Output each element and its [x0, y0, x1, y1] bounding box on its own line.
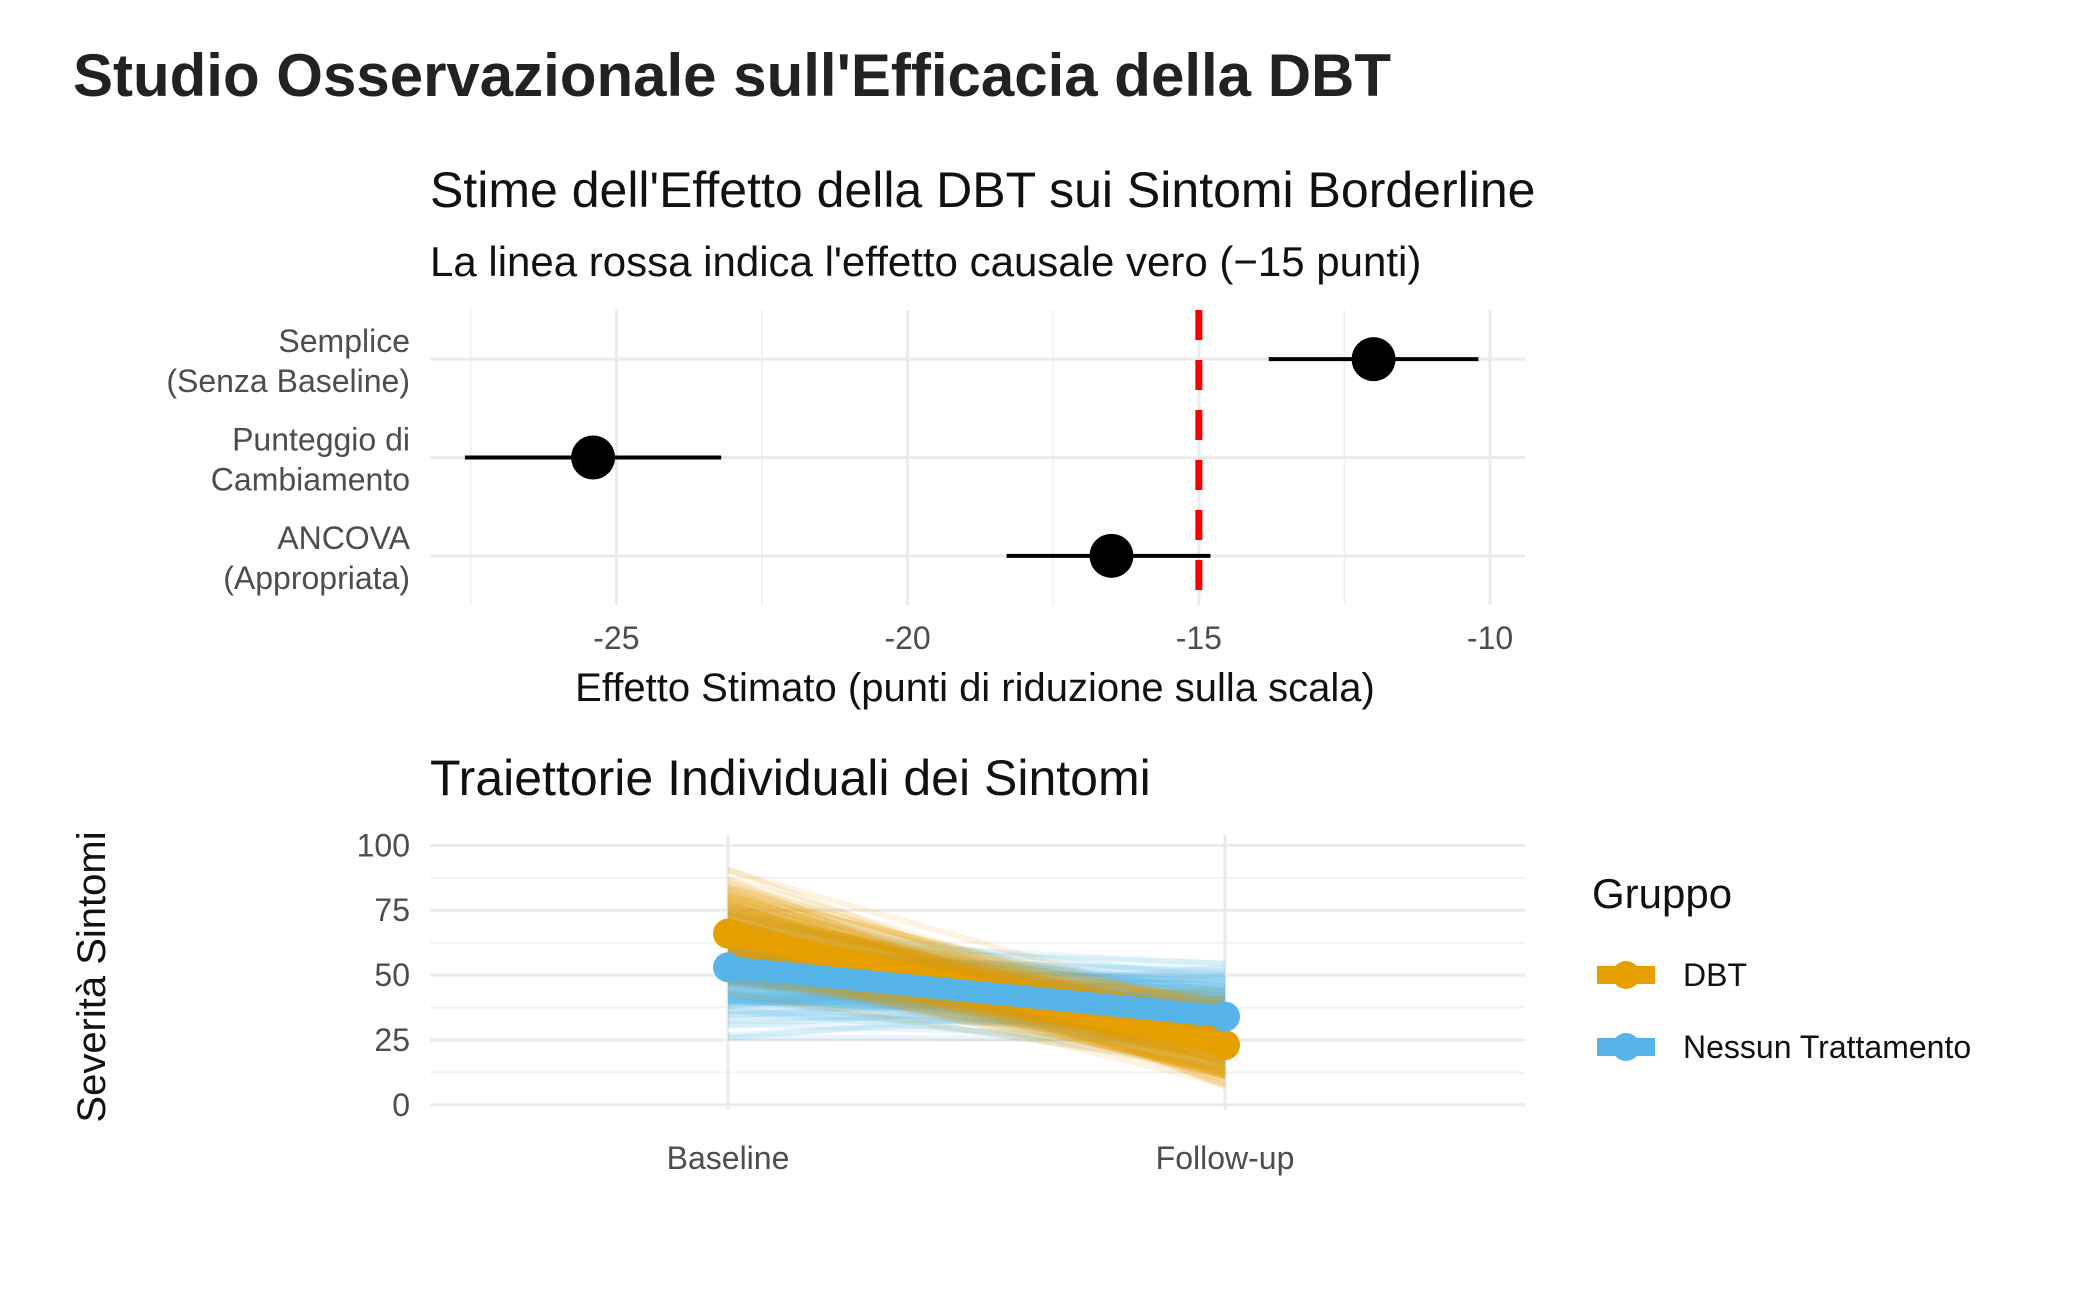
individual-trajectory-line: [727, 892, 1226, 1012]
estimate-point: [571, 435, 616, 480]
individual-trajectory-line: [727, 967, 1226, 1073]
panel2-x-tick-labels: Baseline Follow-up: [667, 1140, 1295, 1176]
panel1-x-tick-label: -10: [1467, 620, 1513, 656]
legend-swatch-point: [1612, 961, 1640, 989]
estimate-point: [1089, 533, 1134, 578]
panel2-y-tick-label: 0: [392, 1087, 410, 1123]
individual-trajectory-line: [727, 919, 1226, 996]
mean-point: [713, 918, 743, 949]
panel1-x-tick-label: -20: [884, 620, 930, 656]
panel1-y-tick-label: ANCOVA: [277, 520, 410, 556]
panel1-x-axis-title: Effetto Stimato (punti di riduzione sull…: [575, 666, 1375, 710]
individual-trajectory-line: [727, 978, 1226, 1058]
panel2-x-tick-label: Follow-up: [1156, 1140, 1295, 1176]
panel1-y-tick-label: (Senza Baseline): [166, 363, 410, 399]
panel2-y-axis-title: Severità Sintomi: [70, 831, 114, 1122]
effect-estimates-panel: Stime dell'Effetto della DBT sui Sintomi…: [166, 162, 1535, 710]
individual-trajectory-line: [727, 922, 1226, 1000]
legend-label: DBT: [1683, 957, 1747, 993]
panel1-x-tick-label: -25: [593, 620, 639, 656]
panel2-y-tick-label: 50: [374, 957, 410, 993]
panel1-estimates: [464, 337, 1479, 578]
individual-trajectory-line: [727, 994, 1226, 1070]
individual-trajectory-line: [727, 867, 1226, 1016]
individual-trajectory-line: [727, 970, 1226, 1078]
individual-trajectory-line: [727, 919, 1226, 982]
individual-trajectory-line: [727, 969, 1226, 1064]
panel1-y-tick-label: Semplice: [278, 323, 410, 359]
panel2-y-tick-labels: 0 25 50 75 100: [357, 827, 410, 1122]
individual-trajectory-line: [727, 890, 1226, 1016]
panel2-y-tick-label: 75: [374, 892, 410, 928]
mean-point: [713, 952, 743, 983]
panel1-subtitle: La linea rossa indica l'effetto causale …: [430, 238, 1421, 285]
individual-trajectory-line: [727, 918, 1226, 1011]
individual-trajectory-line: [727, 979, 1226, 1058]
individual-trajectory-line: [727, 1007, 1226, 1055]
panel2-grid: [430, 835, 1525, 1110]
panel1-x-tick-label: -15: [1176, 620, 1222, 656]
mean-point: [1210, 1001, 1240, 1032]
legend-swatch-point: [1612, 1033, 1640, 1061]
panel1-title: Stime dell'Effetto della DBT sui Sintomi…: [430, 162, 1535, 218]
panel2-x-tick-label: Baseline: [667, 1140, 790, 1176]
mean-point: [1210, 1030, 1240, 1061]
individual-trajectory-line: [727, 972, 1226, 1055]
legend-item: Nessun Trattamento: [1597, 1029, 1971, 1065]
panel1-y-tick-labels: Semplice (Senza Baseline) Punteggio di Camb…: [166, 323, 410, 596]
mean-line-nessun-trattamento: [726, 956, 1227, 1028]
panel1-y-tick-label: Punteggio di: [232, 422, 410, 458]
panel2-y-tick-label: 25: [374, 1022, 410, 1058]
legend: Gruppo DBT Nessun Trattamento: [1592, 870, 1971, 1065]
individual-trajectory-line: [727, 990, 1226, 1073]
panel1-y-tick-label: Cambiamento: [211, 462, 410, 498]
individual-trajectory-line: [727, 970, 1226, 1073]
estimate-point: [1351, 337, 1396, 382]
panel2-y-tick-label: 100: [357, 827, 410, 863]
panel1-x-tick-labels: -25 -20 -15 -10: [593, 620, 1513, 656]
legend-item: DBT: [1597, 957, 1747, 993]
main-title: Studio Osservazionale sull'Efficacia del…: [73, 42, 1391, 109]
panel2-title: Traiettorie Individuali dei Sintomi: [430, 750, 1151, 806]
legend-label: Nessun Trattamento: [1683, 1029, 1971, 1065]
individual-trajectory-line: [727, 915, 1226, 1005]
trajectories-panel: Traiettorie Individuali dei Sintomi Seve…: [70, 750, 1525, 1176]
panel1-y-tick-label: (Appropriata): [223, 560, 410, 596]
legend-title: Gruppo: [1592, 870, 1732, 917]
individual-trajectory-line: [727, 954, 1226, 996]
group-mean-lines: [713, 918, 1240, 1061]
individual-trajectory-line: [727, 902, 1226, 1004]
individual-trajectory-line: [727, 910, 1226, 1008]
individual-trajectory-line: [727, 1034, 1226, 1042]
